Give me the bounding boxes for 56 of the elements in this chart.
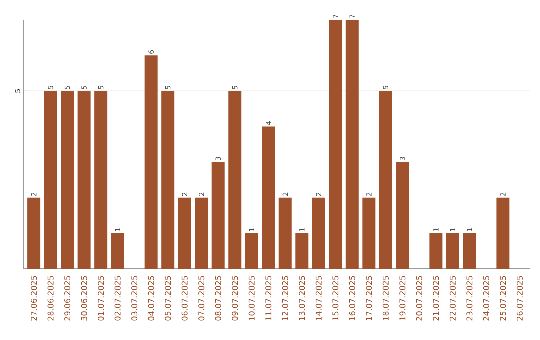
bar	[362, 198, 376, 269]
x-tick-label: 09.07.2025	[232, 276, 238, 321]
x-tick-label: 02.07.2025	[114, 276, 121, 321]
x-tick-label: 28.06.2025	[48, 276, 54, 321]
bar	[144, 56, 158, 269]
x-tick-label: 01.07.2025	[98, 276, 104, 321]
x-tick-label: 07.07.2025	[198, 276, 205, 321]
bar	[61, 91, 74, 269]
bar	[296, 233, 309, 269]
bar	[396, 162, 410, 269]
bar	[178, 198, 192, 269]
x-tick-label: 11.07.2025	[266, 276, 272, 320]
bar	[195, 198, 208, 269]
x-tick-label: 17.07.2025	[366, 276, 372, 320]
bar	[262, 126, 276, 269]
x-tick-label: 13.07.2025	[299, 276, 306, 320]
x-tick-label: 08.07.2025	[215, 276, 222, 321]
bar	[312, 198, 326, 269]
x-tick-label: 22.07.2025	[450, 276, 456, 321]
x-tick-label: 15.07.2025	[332, 276, 339, 320]
x-tick-label: 21.07.2025	[433, 276, 440, 321]
bar	[111, 233, 124, 269]
bar	[379, 91, 392, 269]
x-tick-label: 27.06.2025	[31, 276, 38, 321]
bar	[245, 233, 258, 269]
x-tick-label: 26.07.2025	[516, 276, 523, 321]
x-tick-label: 16.07.2025	[349, 276, 356, 320]
bar	[496, 198, 510, 269]
x-tick-label: 12.07.2025	[282, 276, 288, 320]
bar	[228, 91, 242, 269]
x-tick-label: 23.07.2025	[466, 276, 473, 321]
x-tick-label: 03.07.2025	[132, 276, 138, 321]
bar	[44, 91, 58, 269]
bar	[28, 198, 41, 269]
x-tick-label: 10.07.2025	[248, 276, 255, 320]
x-tick-label: 29.06.2025	[64, 276, 71, 321]
x-tick-label: 06.07.2025	[182, 276, 188, 321]
bar	[329, 20, 342, 269]
x-tick-label: 24.07.2025	[483, 276, 490, 321]
bar	[212, 162, 225, 269]
bar	[430, 233, 443, 269]
x-tick-label: 14.07.2025	[316, 276, 322, 320]
bar	[463, 233, 476, 269]
bar	[94, 91, 108, 269]
x-tick-label: 30.06.2025	[81, 276, 88, 321]
x-tick-label: 20.07.2025	[416, 276, 422, 321]
x-tick-label: 18.07.2025	[382, 276, 389, 320]
x-tick-label: 04.07.2025	[148, 276, 154, 321]
bar	[346, 20, 359, 269]
x-tick-label: 05.07.2025	[165, 276, 172, 321]
x-tick-label: 25.07.2025	[500, 276, 506, 321]
bar	[278, 198, 292, 269]
bar	[446, 233, 460, 269]
bar	[162, 91, 175, 269]
x-tick-label: 19.07.2025	[400, 276, 406, 320]
bar	[78, 91, 91, 269]
